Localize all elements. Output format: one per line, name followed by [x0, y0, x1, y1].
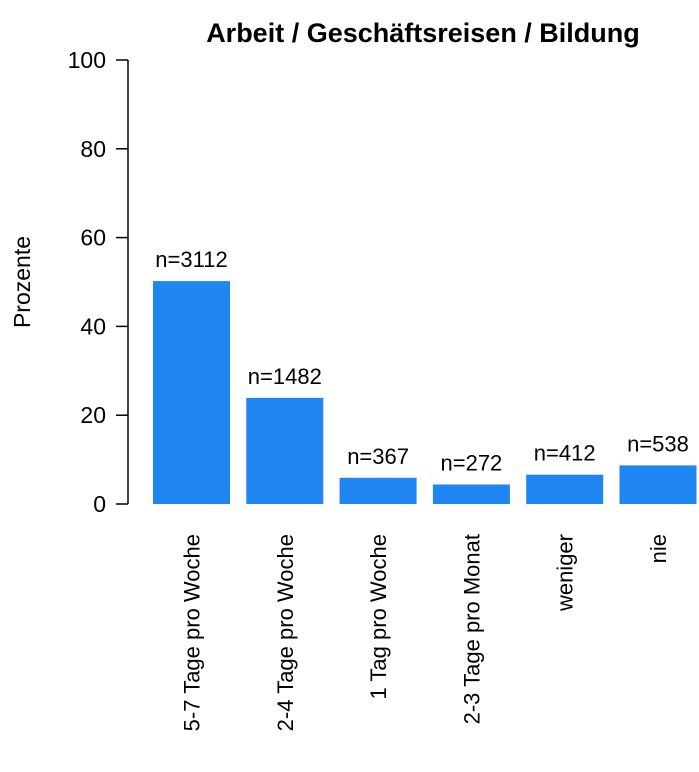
y-axis: 0 20 40 60 80 100: [68, 47, 129, 517]
y-tick-label: 40: [80, 313, 106, 339]
bar: [619, 465, 697, 504]
category-label: 2-4 Tage pro Woche: [273, 534, 298, 731]
category-label: 1 Tag pro Woche: [366, 534, 391, 700]
bars-group: [153, 281, 697, 504]
data-label: n=367: [347, 444, 409, 469]
category-label: weniger: [553, 534, 578, 612]
bar: [339, 477, 417, 504]
bar: [153, 281, 230, 504]
bar: [432, 484, 510, 504]
category-labels-group: 5-7 Tage pro Woche 2-4 Tage pro Woche 1 Ta…: [180, 534, 672, 731]
category-label: nie: [646, 534, 671, 563]
y-axis-label: Prozente: [9, 236, 35, 328]
data-label: n=1482: [248, 364, 322, 389]
y-tick-label: 60: [80, 225, 106, 251]
y-tick-label: 0: [93, 491, 106, 517]
y-tick-label: 80: [80, 136, 106, 162]
data-label: n=3112: [155, 247, 227, 272]
data-label: n=272: [441, 450, 503, 475]
bar: [246, 397, 324, 504]
data-labels-group: n=3112 n=1482 n=367 n=272 n=412 n=538: [155, 247, 689, 475]
category-label: 2-3 Tage pro Monat: [459, 534, 484, 724]
data-label: n=412: [534, 441, 596, 466]
category-label: 5-7 Tage pro Woche: [180, 534, 205, 731]
bar: [526, 474, 604, 504]
y-tick-label: 20: [80, 402, 106, 428]
data-label: n=538: [627, 431, 689, 456]
chart-title: Arbeit / Geschäftsreisen / Bildung: [206, 18, 640, 48]
y-tick-label: 100: [68, 47, 106, 73]
